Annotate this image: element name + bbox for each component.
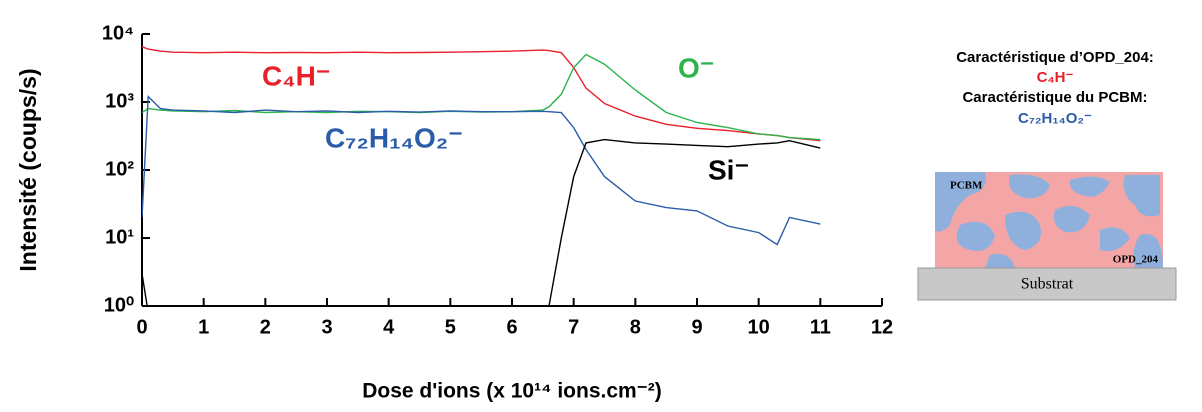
x-axis-title: Dose d'ions (x 10¹⁴ ions.cm⁻²) xyxy=(362,380,662,403)
side-panel: Caractéristique d’OPD_204: C₄H⁻ Caractér… xyxy=(956,49,1154,127)
series-line xyxy=(142,138,821,306)
y-tick-label: 10¹ xyxy=(105,226,134,248)
x-tick-label: 7 xyxy=(568,316,579,338)
x-tick-label: 8 xyxy=(630,316,641,338)
x-tick-label: 4 xyxy=(383,316,395,338)
x-tick-label: 6 xyxy=(506,316,517,338)
x-tick-label: 2 xyxy=(260,316,271,338)
series-line xyxy=(142,95,821,246)
series-label: O⁻ xyxy=(678,52,715,83)
x-tick-label: 5 xyxy=(445,316,456,338)
panel-text: C₄H⁻ xyxy=(1037,69,1074,86)
schematic-label: OPD_204 xyxy=(1113,254,1159,266)
series-label: Si⁻ xyxy=(708,154,749,185)
y-tick-label: 10⁴ xyxy=(102,22,134,44)
y-tick-label: 10³ xyxy=(105,90,134,112)
x-tick-label: 12 xyxy=(871,316,893,338)
schematic: PCBM OPD_204 Substrat xyxy=(917,172,1177,301)
series-line xyxy=(142,53,821,141)
schematic-label: Substrat xyxy=(1021,276,1074,293)
y-tick-label: 10² xyxy=(105,158,134,180)
x-tick-label: 10 xyxy=(748,316,770,338)
pcbm-domains xyxy=(935,172,1163,268)
schematic-label: PCBM xyxy=(950,180,983,192)
x-tick-label: 3 xyxy=(321,316,332,338)
y-tick-label: 10⁰ xyxy=(104,294,134,316)
x-tick-label: 11 xyxy=(810,316,831,338)
x-tick-label: 0 xyxy=(136,316,147,338)
panel-text: C₇₂H₁₄O₂⁻ xyxy=(1018,110,1092,127)
y-axis-title: Intensité (coups/s) xyxy=(15,68,41,271)
series-label: C₇₂H₁₄O₂⁻ xyxy=(325,122,463,153)
panel-text: Caractéristique du PCBM: xyxy=(962,89,1147,106)
x-tick-label: 9 xyxy=(691,316,702,338)
panel-text: Caractéristique d’OPD_204: xyxy=(956,49,1154,66)
substrate xyxy=(917,267,1177,301)
x-tick-label: 1 xyxy=(198,316,209,338)
series-label: C₄H⁻ xyxy=(262,60,331,91)
series-line xyxy=(142,46,821,142)
plot-area xyxy=(142,46,821,306)
